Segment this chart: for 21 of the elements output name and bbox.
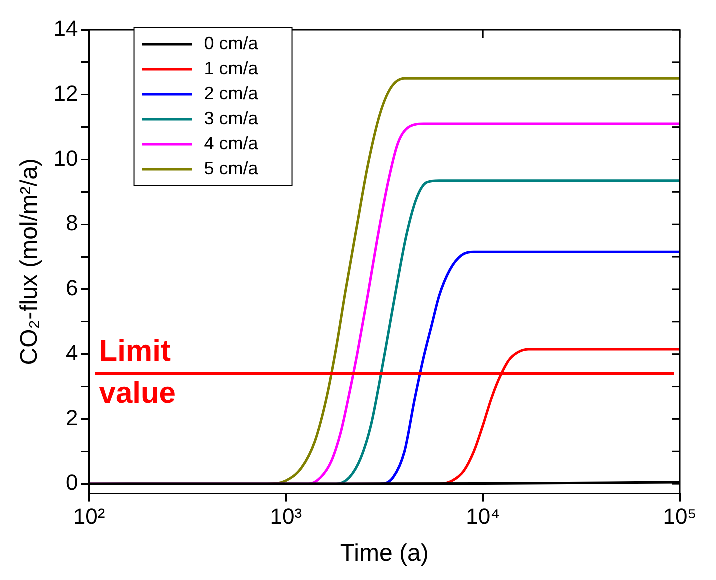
legend-label: 3 cm/a [204, 108, 260, 128]
y-tick-label: 6 [66, 276, 78, 301]
y-tick-label: 4 [66, 340, 78, 366]
y-tick-label: 8 [66, 210, 78, 236]
legend-label: 0 cm/a [204, 33, 260, 54]
x-tick-label: 10⁴ [466, 504, 500, 530]
legend-label: 5 cm/a [204, 158, 260, 178]
ref-line-label: Limit value [99, 335, 176, 410]
y-tick-label: 14 [54, 16, 78, 42]
x-tick-label: 10⁵ [663, 504, 697, 530]
x-axis-title: Time (a) [340, 540, 429, 568]
y-tick-label: 2 [66, 405, 78, 430]
y-tick-label: 10 [54, 146, 78, 171]
legend-label: 2 cm/a [204, 83, 260, 104]
y-tick-label: 0 [66, 470, 78, 496]
legend-label: 4 cm/a [204, 133, 260, 154]
y-axis-title: CO₂-flux (mol/m²/a) [16, 158, 44, 366]
x-tick-label: 10³ [270, 504, 302, 530]
x-tick-label: 10² [73, 504, 106, 530]
legend-label: 1 cm/a [204, 58, 260, 78]
y-tick-label: 12 [54, 80, 78, 106]
